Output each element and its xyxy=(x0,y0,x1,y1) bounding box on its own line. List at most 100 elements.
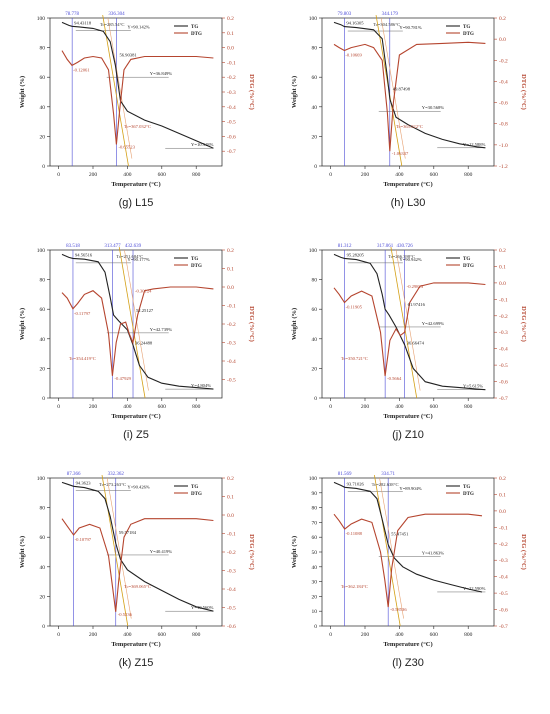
x-tick-label: 800 xyxy=(464,404,473,410)
x-tick-label: 600 xyxy=(430,404,439,410)
y2-tick-label: 0.1 xyxy=(227,31,234,37)
y-tick-label: 100 xyxy=(37,476,46,482)
y2-tick-label: -0.1 xyxy=(227,60,236,66)
annot-tc-onset: Tc=285.54°C xyxy=(100,22,125,27)
annot-tc-end: Tc=354.419°C xyxy=(69,356,96,361)
annot-dtg-peak: -0.58536 xyxy=(390,607,407,612)
annot-tg-start: 94.3623 xyxy=(76,480,92,485)
x-tick-label: 800 xyxy=(192,632,201,638)
y-tick-label: 40 xyxy=(312,565,318,571)
panel-i: 0 200 400 600 800 0 20 40 60 80 100 -0.5 -0.4 -0.3 -0.… xyxy=(19,244,255,441)
annot-dtg-first: -0.11797 xyxy=(74,311,91,316)
y2-tick-label: -0.3 xyxy=(227,90,236,96)
y2-tick-label: 0.1 xyxy=(499,264,506,270)
y-tick-label: 40 xyxy=(40,337,46,343)
legend-dtg-label: DTG xyxy=(191,492,202,497)
y2-tick-label: -0.4 xyxy=(227,359,236,365)
annot-dtg-second: -0.30124 xyxy=(135,289,152,294)
annot-y-onset: Y=90.142% xyxy=(127,25,150,30)
y2-tick-label: -0.3 xyxy=(499,330,508,336)
annot-y-mid: Y=41.863% xyxy=(422,550,445,555)
y2-tick-label: -0.2 xyxy=(227,75,236,81)
legend-tg-label: TG xyxy=(191,485,198,490)
peak-temp-label: 87.366 xyxy=(67,472,81,477)
y-tick-label: 60 xyxy=(312,307,318,313)
annot-tc-onset: Tc=273.263°C xyxy=(99,482,126,487)
x-axis-label: Temperature (°C) xyxy=(383,641,432,648)
y-tick-label: 40 xyxy=(312,337,318,343)
annot-y-mid: Y=42.739% xyxy=(150,327,173,332)
y-tick-label: 40 xyxy=(312,105,318,111)
annot-y-mid: Y=40.419% xyxy=(150,549,173,554)
y-tick-label: 80 xyxy=(312,46,318,52)
peak-temp-label: 430.726 xyxy=(397,244,414,249)
y-tick-label: 60 xyxy=(40,75,46,81)
annot-mid-weight: 61.97416 xyxy=(408,302,426,307)
tg-series-line xyxy=(333,21,486,149)
x-tick-label: 0 xyxy=(57,632,60,638)
x-tick-label: 400 xyxy=(395,632,404,638)
tg-series-line xyxy=(61,481,214,612)
y-axis-label: Weight (%) xyxy=(19,536,26,568)
tangent-line-2 xyxy=(106,477,132,619)
annot-y-end: Y=22.590% xyxy=(463,586,486,591)
annot-dtg-peak: -0.5664 xyxy=(387,376,402,381)
x-tick-label: 200 xyxy=(361,172,370,178)
legend-dtg-label: DTG xyxy=(463,264,474,269)
y2-tick-label: -0.8 xyxy=(499,122,508,128)
y2-tick-label: -0.3 xyxy=(227,569,236,575)
annot-tg-start: 93.71026 xyxy=(347,481,365,486)
annot-tg-start: 94.56516 xyxy=(75,252,93,257)
y2-tick-label: -0.3 xyxy=(499,558,508,564)
y2-tick-label: 0.0 xyxy=(499,281,506,287)
y2-tick-label: 0.2 xyxy=(227,476,234,482)
x-axis-label: Temperature (°C) xyxy=(111,181,160,188)
y-tick-label: 20 xyxy=(312,134,318,140)
tangent-line xyxy=(101,474,129,627)
panel-caption: (i) Z5 xyxy=(123,429,149,441)
y-tick-label: 20 xyxy=(40,134,46,140)
x-tick-label: 400 xyxy=(395,172,404,178)
panel-k: 0 200 400 600 800 0 20 40 60 80 100 -0.6 -0.5 -0.4 -0.… xyxy=(19,472,255,669)
dtg-series-line xyxy=(61,50,214,145)
annot-dtg-first: -0.10797 xyxy=(75,537,92,542)
annot-y-mid: Y=36.849% xyxy=(150,71,173,76)
dtg-series-line xyxy=(333,41,486,152)
annot-tc-end: Tc=365.022°C xyxy=(396,124,423,129)
legend-tg-label: TG xyxy=(463,257,470,262)
annot-y-onset: Y=90.426% xyxy=(127,485,150,490)
y2-tick-label: -0.1 xyxy=(227,304,236,310)
y-tick-label: 90 xyxy=(312,491,318,497)
y2-tick-label: 0.2 xyxy=(499,16,506,22)
y2-tick-label: -0.3 xyxy=(227,341,236,347)
y2-tick-label: -0.2 xyxy=(499,314,508,320)
x-tick-label: 600 xyxy=(430,172,439,178)
annot-y-mid: Y=42.699% xyxy=(422,321,445,326)
x-tick-label: 0 xyxy=(329,632,332,638)
y-tick-label: 20 xyxy=(40,594,46,600)
annot-tc-end: Tc=362.184°C xyxy=(341,584,368,589)
panel-j: 0 200 400 600 800 0 20 40 60 80 100 -0.7 -0.6 -0.5 -0.… xyxy=(291,244,527,441)
annot-y-onset: Y=90.177% xyxy=(127,257,150,262)
y-tick-label: 20 xyxy=(40,366,46,372)
tangent-line xyxy=(102,14,129,167)
y2-tick-label: -0.6 xyxy=(227,134,236,140)
annot-dtg-first: -0.12061 xyxy=(73,67,90,72)
y-tick-label: 80 xyxy=(312,506,318,512)
annot-dtg-second: -0.29823 xyxy=(407,284,424,289)
panel-l: 0 200 400 600 800 0 10 20 30 40 50 60 70 80 90 100 -0.7 -… xyxy=(291,472,527,669)
y2-axis-label: DTG (%/°C) xyxy=(520,74,527,110)
y-axis-label: Weight (%) xyxy=(291,76,298,108)
x-tick-label: 600 xyxy=(158,404,167,410)
annot-tg-start: 94.43118 xyxy=(74,20,92,25)
y-tick-label: 100 xyxy=(309,476,318,482)
y-tick-label: 0 xyxy=(42,396,45,402)
annot-dtg-peak: -0.65523 xyxy=(118,145,135,150)
panel-h: 0 200 400 600 800 0 20 40 60 80 100 -1.2 -1.0 -0.8 -0.… xyxy=(291,12,527,209)
x-tick-label: 800 xyxy=(464,632,473,638)
y-tick-label: 50 xyxy=(312,550,318,556)
annot-y-onset: Y=89.904% xyxy=(399,486,422,491)
dtg-series-line xyxy=(333,282,486,377)
y-axis-label: Weight (%) xyxy=(291,536,298,568)
